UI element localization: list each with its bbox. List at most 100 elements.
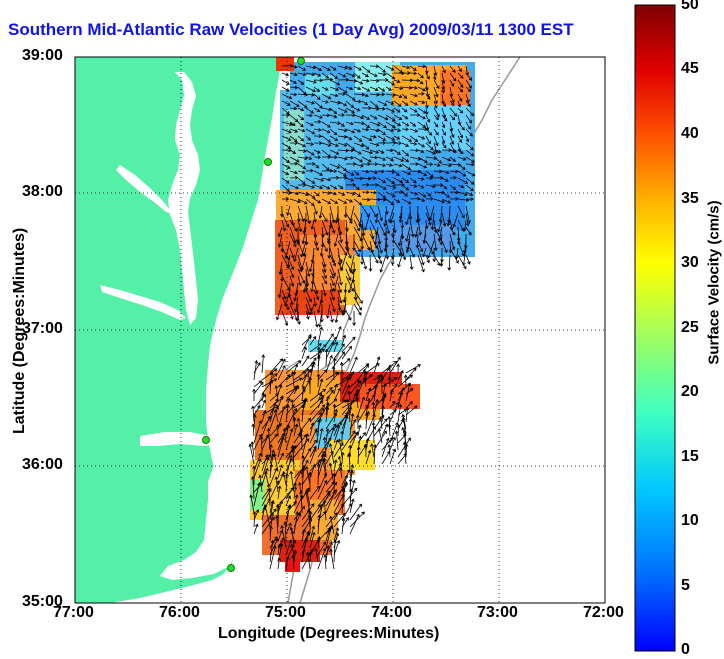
velocity-vector: [316, 373, 321, 388]
velocity-vector: [361, 114, 371, 120]
velocity-vector: [305, 296, 313, 312]
velocity-vector: [297, 219, 303, 233]
velocity-vector: [397, 254, 403, 268]
velocity-vector: [417, 240, 424, 253]
velocity-vector: [317, 514, 322, 535]
velocity-vector: [250, 476, 255, 500]
velocity-vector: [449, 233, 456, 251]
velocity-vector: [393, 114, 403, 120]
velocity-vector: [293, 438, 310, 458]
velocity-vector: [341, 345, 352, 360]
velocity-vector: [337, 289, 343, 304]
velocity-vector: [333, 408, 338, 423]
velocity-vector: [409, 100, 418, 106]
velocity-vector: [401, 121, 410, 127]
velocity-vector: [393, 79, 401, 84]
velocity-vector: [409, 254, 414, 271]
velocity-vector: [277, 543, 282, 556]
velocity-vector: [289, 156, 300, 163]
velocity-vector: [401, 416, 407, 437]
velocity-vector: [417, 127, 428, 132]
velocity-vector: [333, 442, 344, 458]
velocity-vector: [417, 170, 428, 177]
velocity-vector: [352, 261, 357, 273]
velocity-vector: [297, 163, 307, 170]
colorbar-tick-label: 15: [681, 448, 699, 465]
velocity-vector: [393, 156, 405, 162]
velocity-vector: [357, 424, 362, 437]
velocity-vector: [465, 114, 472, 124]
velocity-vector: [352, 310, 356, 327]
velocity-vector: [457, 93, 463, 102]
velocity-vector: [297, 135, 305, 142]
velocity-vector: [430, 212, 435, 231]
velocity-vector: [316, 463, 321, 486]
velocity-vector: [313, 78, 324, 83]
velocity-vector: [293, 401, 306, 416]
velocity-vector: [353, 128, 362, 133]
velocity-vector: [433, 121, 439, 128]
velocity-vector: [353, 184, 360, 191]
velocity-vector: [457, 177, 469, 184]
velocity-vector: [289, 261, 295, 271]
velocity-vector: [316, 296, 323, 314]
velocity-vector: [361, 93, 369, 98]
velocity-vector: [361, 254, 368, 270]
velocity-vector: [321, 72, 330, 79]
velocity-vector: [373, 356, 381, 374]
velocity-vector: [306, 508, 311, 528]
velocity-vector: [449, 184, 457, 190]
velocity-vector: [433, 65, 438, 77]
velocity-vector: [325, 371, 339, 381]
velocity-vector: [465, 142, 474, 151]
velocity-vector: [441, 100, 447, 108]
velocity-vector: [268, 380, 273, 395]
velocity-vector: [313, 65, 323, 72]
velocity-vector: [321, 107, 333, 112]
velocity-vector: [325, 423, 337, 437]
velocity-vector: [369, 162, 379, 166]
velocity-vector: [313, 184, 324, 190]
velocity-vector: [349, 511, 365, 528]
velocity-vector: [269, 433, 278, 444]
velocity-vector: [354, 391, 359, 409]
radar-station-marker: [297, 57, 305, 65]
velocity-vector: [401, 163, 412, 171]
velocity-vector: [317, 492, 331, 514]
velocity-vector: [297, 114, 305, 121]
velocity-vector: [280, 525, 287, 549]
velocity-vector: [269, 453, 275, 472]
velocity-vector: [277, 233, 283, 248]
velocity-vector: [441, 135, 446, 144]
velocity-vector: [361, 142, 370, 150]
velocity-vector: [253, 405, 261, 416]
velocity-vector: [417, 100, 426, 104]
velocity-vector: [398, 240, 403, 257]
velocity-vector: [401, 149, 409, 157]
velocity-vector: [341, 336, 356, 353]
velocity-vector: [253, 458, 262, 479]
velocity-vector: [307, 472, 312, 493]
velocity-vector: [347, 452, 352, 472]
velocity-vector: [409, 247, 415, 258]
velocity-vector: [277, 464, 283, 479]
velocity-vector: [365, 449, 372, 465]
velocity-vector: [313, 163, 320, 169]
velocity-vector: [317, 427, 324, 451]
velocity-vector: [425, 72, 430, 80]
velocity-vector: [441, 86, 445, 94]
velocity-vector: [389, 448, 397, 465]
velocity-vector: [305, 168, 314, 173]
velocity-vector: [313, 93, 321, 101]
velocity-vector: [361, 100, 369, 106]
velocity-vector: [353, 79, 364, 85]
velocity-vector: [414, 226, 419, 238]
velocity-vector: [433, 233, 438, 252]
velocity-vector: [313, 282, 319, 295]
velocity-vector: [402, 441, 407, 465]
velocity-vector: [389, 356, 401, 374]
velocity-vector: [301, 548, 314, 570]
velocity-vector: [373, 383, 379, 402]
velocity-vector: [400, 219, 405, 229]
